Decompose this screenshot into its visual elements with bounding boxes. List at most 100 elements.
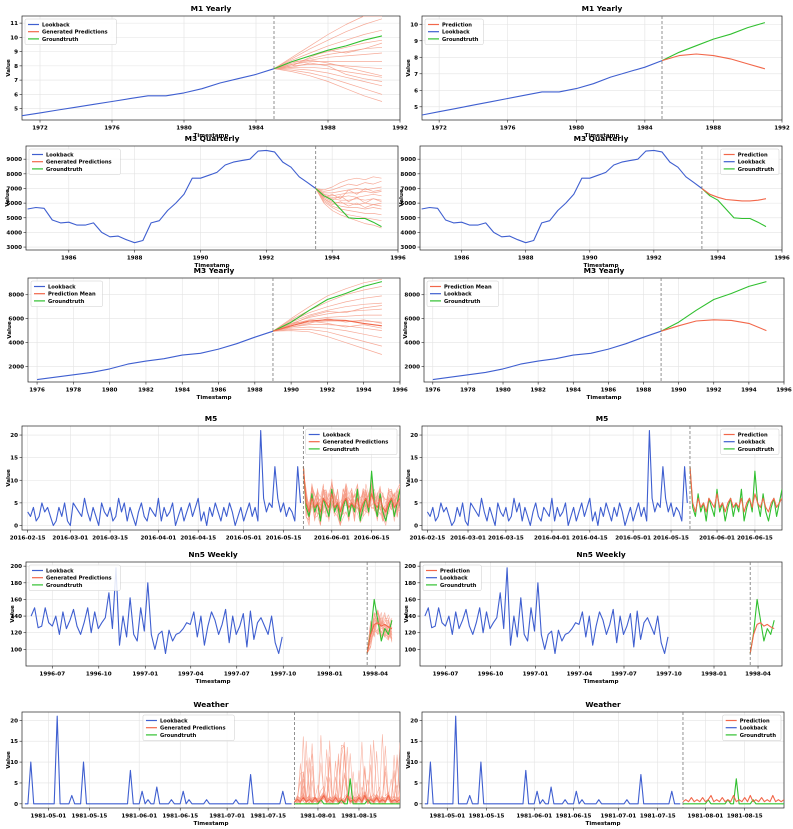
y-tick-label: 2000 [8,364,24,370]
generated-prediction-line [273,16,382,69]
legend-entry: Lookback [46,153,74,159]
generated-prediction-line [315,188,382,205]
x-tick-label: 1998-01 [317,672,343,678]
x-tick-label: 1992 [706,388,722,394]
x-tick-label: 1981-06-01 [516,814,552,820]
legend-entry: Groundtruth [46,167,83,173]
y-tick-label: 20 [10,433,18,439]
legend-entry: Groundtruth [48,299,85,305]
x-tick-label: 1988 [247,388,263,394]
lookback-line [426,429,688,527]
y-tick-label: 15 [10,739,18,745]
legend-entry: Groundtruth [442,37,479,43]
y-tick-label: 11 [10,21,18,27]
y-tick-label: 20 [10,718,18,724]
weather-samples-panel: 1981-05-01 1981-05-15 1981-06-01 1981-06-15… [6,700,401,827]
prediction-line [272,319,382,332]
y-tick-label: 0 [14,523,18,529]
generated-prediction-line [315,188,382,216]
x-tick-label: 1997-10 [656,672,682,678]
lookback-line [432,330,662,381]
y-tick-label: 4000 [8,341,24,347]
x-axis-label: Timestamp [587,395,622,401]
legend-entry: Lookback [42,23,70,29]
y-tick-label: 15 [410,456,418,462]
legend-entry: Groundtruth [738,167,775,173]
generated-prediction-line [273,68,383,102]
lookback-line [37,330,274,381]
x-tick-label: 1998-01 [701,672,727,678]
generated-prediction-line [273,18,383,70]
legend-entry: Lookback [48,285,76,291]
plot-frame [419,561,783,667]
prediction-line [366,622,393,654]
plot-frame [21,425,401,531]
generated-prediction-line [273,61,382,70]
y-axis-label: Value [406,751,412,769]
y-tick-label: 2000 [404,364,420,370]
x-axis-label: Timestamp [194,821,229,827]
y-tick-label: 200 [404,564,416,570]
legend-entry: Lookback [442,30,470,36]
chart-title: Weather [585,700,621,709]
legend-entry: Generated Predictions [42,30,108,36]
legend-entry: Prediction Mean [48,292,96,298]
generated-prediction-line [315,188,382,208]
legend-entry: Groundtruth [160,733,197,739]
plot-area [421,149,767,244]
x-tick-label: 2016-04-01 [141,536,177,542]
x-tick-label: 1981-07-15 [640,814,676,820]
chart-title: Nn5 Weekly [576,550,626,559]
x-tick-label: 1972 [32,126,48,132]
y-tick-label: 5 [14,781,18,787]
x-axis-label: Timestamp [195,263,230,269]
x-tick-label: 2016-04-15 [572,536,608,542]
y-tick-label: 8000 [404,293,420,299]
x-tick-label: 1997-04 [567,672,593,678]
y-tick-label: 6 [14,92,18,98]
m3-quarterly-mean-panel: 1986 1988 1990 1992 1994 1996 3000 4000 5000 6000… [399,134,790,269]
x-tick-label: 1982 [138,388,154,394]
x-tick-label: 1984 [248,126,264,132]
y-tick-label: 5 [14,107,18,113]
y-tick-label: 7000 [6,186,22,192]
y-tick-label: 140 [404,614,416,620]
generated-prediction-line [272,320,382,332]
chart-title: M1 Yearly [191,4,232,13]
plot-area [422,22,766,116]
legend-entry: Lookback [740,726,768,732]
y-tick-label: 100 [10,647,22,653]
x-tick-label: 1981-08-15 [341,814,377,820]
y-tick-label: 7 [14,78,18,84]
x-tick-label: 1988 [127,256,143,262]
y-tick-label: 0 [14,802,18,808]
legend-entry: Prediction [738,153,768,159]
weather-mean-panel: 1981-05-01 1981-05-15 1981-06-01 1981-06-15… [406,700,785,827]
m1-yearly-samples-panel: 1972 1976 1980 1984 1988 1992 5 6 7 8 9 10 11 M1 Year… [6,4,408,139]
y-tick-label: 180 [404,581,416,587]
x-tick-label: 1980 [102,388,118,394]
groundtruth-line [749,598,775,654]
m3-quarterly-samples-panel: 1986 1988 1990 1992 1994 1996 3000 4000 5000 6000… [5,134,406,269]
chart-title: M5 [596,414,609,423]
y-tick-label: 10 [10,35,18,41]
prediction-line [689,466,782,513]
generated-prediction-line [315,188,382,204]
x-tick-label: 1981-06-01 [121,814,157,820]
x-tick-label: 1981-07-01 [209,814,245,820]
y-tick-label: 10 [410,760,418,766]
x-tick-label: 1988 [706,126,722,132]
plot-area [27,429,400,527]
y-tick-label: 4000 [6,230,22,236]
prediction-line [661,53,766,70]
x-tick-label: 1976 [104,126,120,132]
plot-area [424,715,784,805]
lookback-line [424,567,669,655]
x-tick-label: 1986 [211,388,227,394]
x-tick-label: 1984 [174,388,190,394]
legend-entry: Generated Predictions [323,440,389,446]
legend-entry: Groundtruth [46,583,83,589]
